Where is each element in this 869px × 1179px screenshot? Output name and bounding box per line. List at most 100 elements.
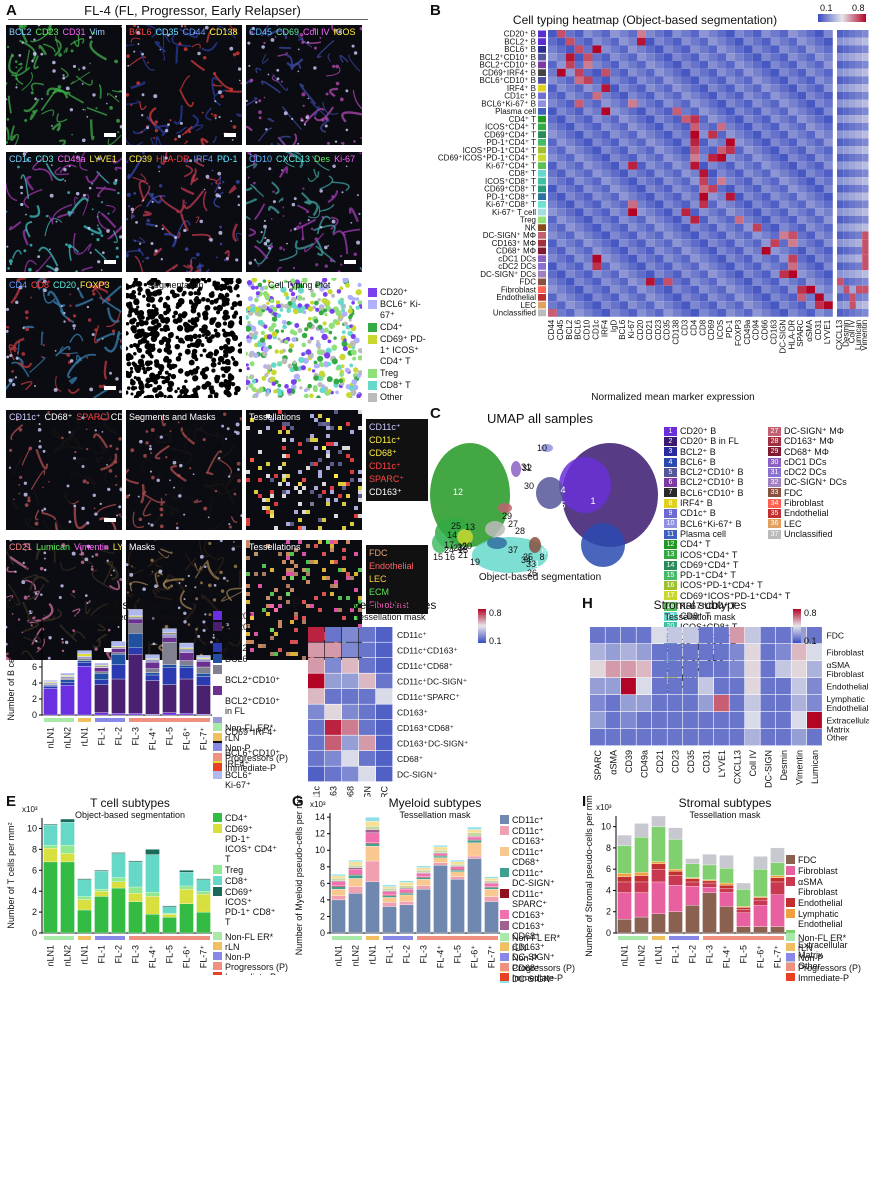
heatmap-cell [601, 45, 611, 54]
tissue-speck [324, 245, 328, 250]
bar-segment [196, 676, 211, 686]
tile-channel-labels: Cell Typing Plot [268, 280, 334, 290]
heatmap-cell [788, 61, 798, 69]
heatmap-cell [663, 92, 673, 100]
tissue-stroke [279, 249, 298, 262]
heatmap-cell [806, 223, 815, 232]
cell-dot [339, 286, 344, 291]
tessellation-square [250, 418, 254, 422]
heatmap-cell [862, 99, 869, 108]
heatmap-row-label: BCL2⁺CD10⁺ B [480, 53, 536, 62]
tessellation-myeloid-legend: CD11c⁺ CD11c⁺ CD68⁺ CD11c⁺ SPARC⁺ CD163⁺ [366, 419, 428, 501]
bar-segment [617, 873, 632, 877]
tissue-stroke [11, 133, 19, 145]
heatmap-col-label: CD3 [681, 319, 690, 336]
heatmap-cell [770, 254, 780, 263]
heatmap-col-label: CD31 [701, 750, 711, 773]
heatmap-cell [619, 278, 629, 286]
tissue-speck [87, 226, 91, 230]
tissue-speck [22, 326, 25, 330]
heatmap-cell [359, 673, 376, 689]
heatmap-cell [797, 68, 807, 77]
heatmap-cell [645, 301, 655, 309]
tessellation-square [270, 652, 274, 656]
tissue-stroke [256, 227, 267, 244]
heatmap-cell [843, 309, 850, 317]
heatmap-cell [843, 61, 850, 69]
heatmap-cell [797, 309, 807, 317]
tissue-stroke [202, 191, 208, 212]
heatmap-cell [699, 37, 709, 46]
tissue-stroke [60, 561, 76, 571]
tissue-stroke [59, 309, 75, 324]
segmentation-blob [126, 361, 132, 367]
tissue-stroke [313, 105, 320, 117]
heatmap-cell [815, 99, 824, 108]
heatmap-cell [770, 278, 780, 286]
heatmap-cell [843, 231, 850, 240]
heatmap-cell [681, 30, 691, 38]
bar-segment [484, 880, 499, 883]
heatmap-cell [601, 262, 611, 271]
heatmap-cell [855, 154, 863, 162]
tissue-speck [237, 468, 240, 471]
heatmap-cell [663, 107, 673, 116]
heatmap-cell [797, 270, 807, 278]
bar-segment [736, 926, 751, 934]
tessellation-square [310, 434, 314, 438]
tissue-stroke [214, 434, 225, 444]
tissue-speck [267, 73, 270, 76]
tessellation-square [342, 548, 346, 552]
tissue-stroke [89, 603, 109, 618]
heatmap-cell [628, 107, 637, 116]
bar-segment [770, 875, 785, 878]
bar-segment [162, 917, 177, 934]
heatmap-cell [726, 270, 735, 278]
tissue-speck [138, 417, 142, 420]
tissue-stroke [340, 141, 345, 145]
umap-legend-row: 18 Ki-67⁺CD4⁺ T [664, 601, 790, 611]
tissue-speck [358, 212, 361, 215]
heatmap-cell [619, 239, 629, 247]
heatmap-cell [837, 84, 844, 92]
tissue-speck [23, 481, 27, 485]
heatmap-cell [308, 751, 325, 766]
tissue-speck [195, 597, 199, 601]
tissue-stroke [203, 483, 224, 496]
legend-text: CD20⁺ [380, 287, 408, 297]
chart-subtitle: Object-based segmentation [75, 810, 185, 820]
tissue-speck [321, 215, 325, 219]
image-tile: CD10 CXCL13 Des Ki-67 [246, 152, 362, 272]
heatmap-cell [556, 239, 566, 247]
heatmap-row-label: αSMA [827, 660, 851, 670]
heatmap-col-label: BCL6 [618, 319, 627, 340]
heatmap-cell [726, 154, 735, 162]
heatmap-cell [708, 84, 718, 92]
heatmap-cell [752, 107, 762, 116]
tissue-speck [8, 259, 13, 264]
umap-cluster-label: 27 [508, 519, 518, 529]
heatmap-cell [797, 192, 807, 201]
heatmap-cell [745, 712, 760, 729]
heatmap-cell [574, 223, 584, 232]
heatmap-cell [797, 45, 807, 54]
tissue-stroke [66, 429, 83, 450]
tessellation-square [358, 624, 362, 628]
heatmap-cell [672, 169, 682, 178]
heatmap-cell [837, 76, 844, 85]
heatmap-cell [807, 661, 822, 678]
tissue-speck [133, 50, 136, 53]
heatmap-cell [610, 84, 620, 92]
heatmap-cell [726, 115, 735, 123]
heatmap-cell [610, 309, 620, 317]
tissue-speck [231, 547, 236, 551]
tissue-stroke [50, 429, 62, 441]
heatmap-cell [610, 231, 620, 240]
legend-text: CD11c⁺ [512, 815, 544, 825]
tessellation-square [294, 628, 298, 632]
heatmap-cell [556, 254, 566, 263]
tissue-stroke [73, 34, 80, 48]
tessellation-square [314, 596, 318, 600]
heatmap-cell [683, 644, 698, 661]
bar-segment [145, 659, 160, 663]
